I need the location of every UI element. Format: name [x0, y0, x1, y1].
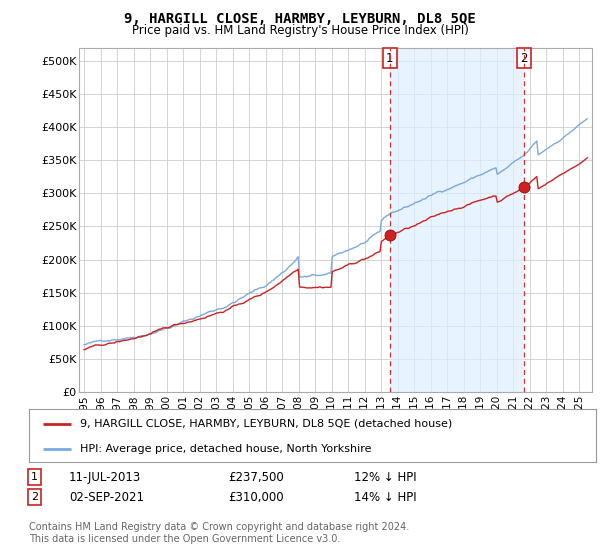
Text: 14% ↓ HPI: 14% ↓ HPI [354, 491, 416, 504]
Text: Price paid vs. HM Land Registry's House Price Index (HPI): Price paid vs. HM Land Registry's House … [131, 24, 469, 36]
Text: 1: 1 [386, 52, 394, 65]
Text: Contains HM Land Registry data © Crown copyright and database right 2024.
This d: Contains HM Land Registry data © Crown c… [29, 522, 409, 544]
Text: 11-JUL-2013: 11-JUL-2013 [69, 470, 141, 484]
Text: £310,000: £310,000 [228, 491, 284, 504]
Text: 1: 1 [31, 472, 38, 482]
Bar [390, 48, 524, 392]
Text: HPI: Average price, detached house, North Yorkshire: HPI: Average price, detached house, Nort… [80, 444, 371, 454]
Text: 2: 2 [520, 52, 528, 65]
Text: 02-SEP-2021: 02-SEP-2021 [69, 491, 144, 504]
Text: 9, HARGILL CLOSE, HARMBY, LEYBURN, DL8 5QE (detached house): 9, HARGILL CLOSE, HARMBY, LEYBURN, DL8 5… [80, 419, 452, 429]
Text: £237,500: £237,500 [228, 470, 284, 484]
Text: 2: 2 [31, 492, 38, 502]
Text: 9, HARGILL CLOSE, HARMBY, LEYBURN, DL8 5QE: 9, HARGILL CLOSE, HARMBY, LEYBURN, DL8 5… [124, 12, 476, 26]
Text: 12% ↓ HPI: 12% ↓ HPI [354, 470, 416, 484]
